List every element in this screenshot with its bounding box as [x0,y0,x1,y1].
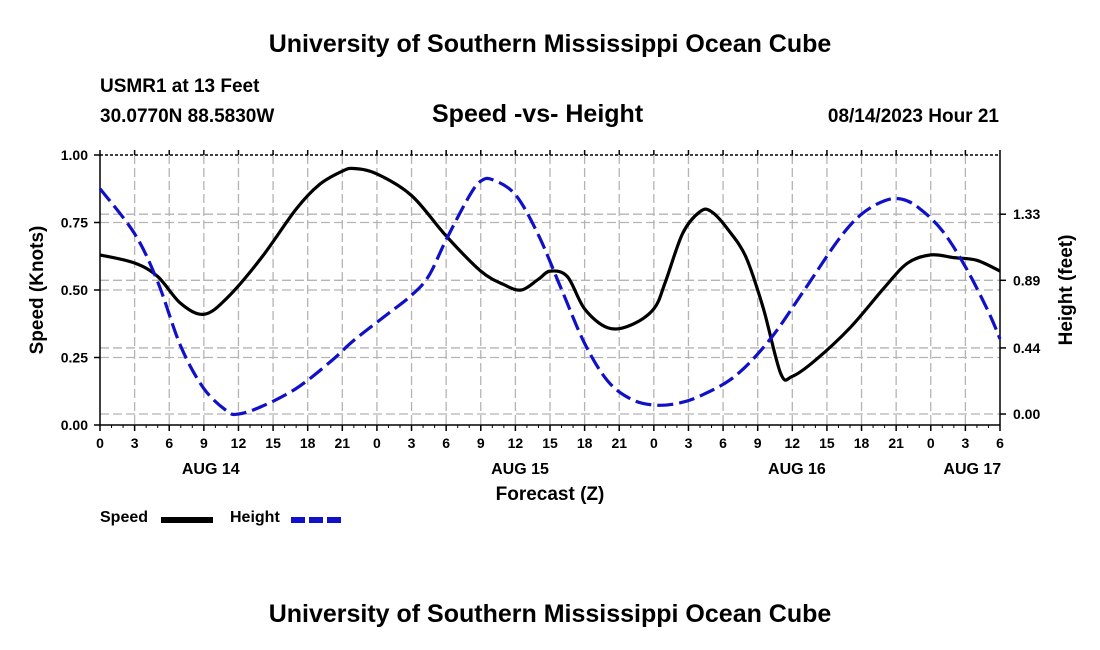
y-tick-label: 1.00 [61,147,88,163]
x-tick-label: 9 [754,435,762,451]
x-date-label: AUG 14 [182,461,240,478]
x-tick-label: 9 [477,435,485,451]
x-tick-label: 12 [508,435,524,451]
station-coordinates: 30.0770N 88.5830W [100,106,275,127]
x-tick-label: 15 [819,435,835,451]
x-tick-label: 12 [231,435,247,451]
x-tick-label: 18 [300,435,316,451]
y-tick-label: 0.75 [61,215,88,231]
x-date-label: AUG 16 [768,461,826,478]
x-tick-label: 15 [265,435,281,451]
x-tick-label: 21 [611,435,627,451]
x-tick-label: 9 [200,435,208,451]
x-tick-label: 3 [685,435,693,451]
x-date-label: AUG 17 [943,461,1001,478]
footer-title: University of Southern Mississippi Ocean… [268,600,832,628]
chart-title: Speed -vs- Height [432,100,644,128]
x-tick-label: 0 [927,435,935,451]
y-axis-title: Speed (Knots) [27,226,48,355]
x-tick-label: 6 [719,435,727,451]
legend-height-label: Height [230,509,280,526]
legend-speed-swatch [161,517,213,523]
series-height-line [98,176,1002,417]
chart-area: 0 3 6 9 12 15 18 21 0 3 6 9 12 15 18 21 0 3 6 9 12 15 18 21 0 3 6A… [27,147,1077,505]
x-axis-title: Forecast (Z) [496,484,605,505]
x-tick-label: 0 [373,435,381,451]
legend-speed-label: Speed [100,509,149,526]
y-tick-label: 0.25 [61,350,88,366]
series-speed-line [99,166,1001,382]
x-tick-label: 0 [96,435,104,451]
x-tick-label: 6 [442,435,450,451]
x-tick-label: 6 [165,435,173,451]
x-tick-label: 3 [961,435,969,451]
x-tick-label: 6 [996,435,1004,451]
x-tick-label: 21 [888,435,904,451]
y-tick-label: 0.50 [61,282,88,298]
y-tick-label: 0.00 [61,417,88,433]
y2-axis-title: Height (feet) [1056,235,1077,346]
y2-tick-label: 0.00 [1013,406,1040,422]
x-tick-label: 0 [650,435,658,451]
x-tick-label: 3 [408,435,416,451]
y2-tick-label: 0.89 [1013,272,1040,288]
x-tick-label: 18 [854,435,870,451]
legend-height-swatch [291,517,343,523]
issued-timestamp: 08/14/2023 Hour 21 [827,106,999,127]
page-title: University of Southern Mississippi Ocean… [268,30,832,58]
y2-tick-label: 1.33 [1013,206,1040,222]
x-tick-label: 15 [542,435,558,451]
x-tick-label: 21 [335,435,351,451]
x-date-label: AUG 15 [491,461,549,478]
station-label: USMR1 at 13 Feet [100,76,260,97]
x-tick-label: 3 [131,435,139,451]
y2-tick-label: 0.44 [1013,340,1040,356]
x-tick-label: 12 [785,435,801,451]
x-tick-label: 18 [577,435,593,451]
